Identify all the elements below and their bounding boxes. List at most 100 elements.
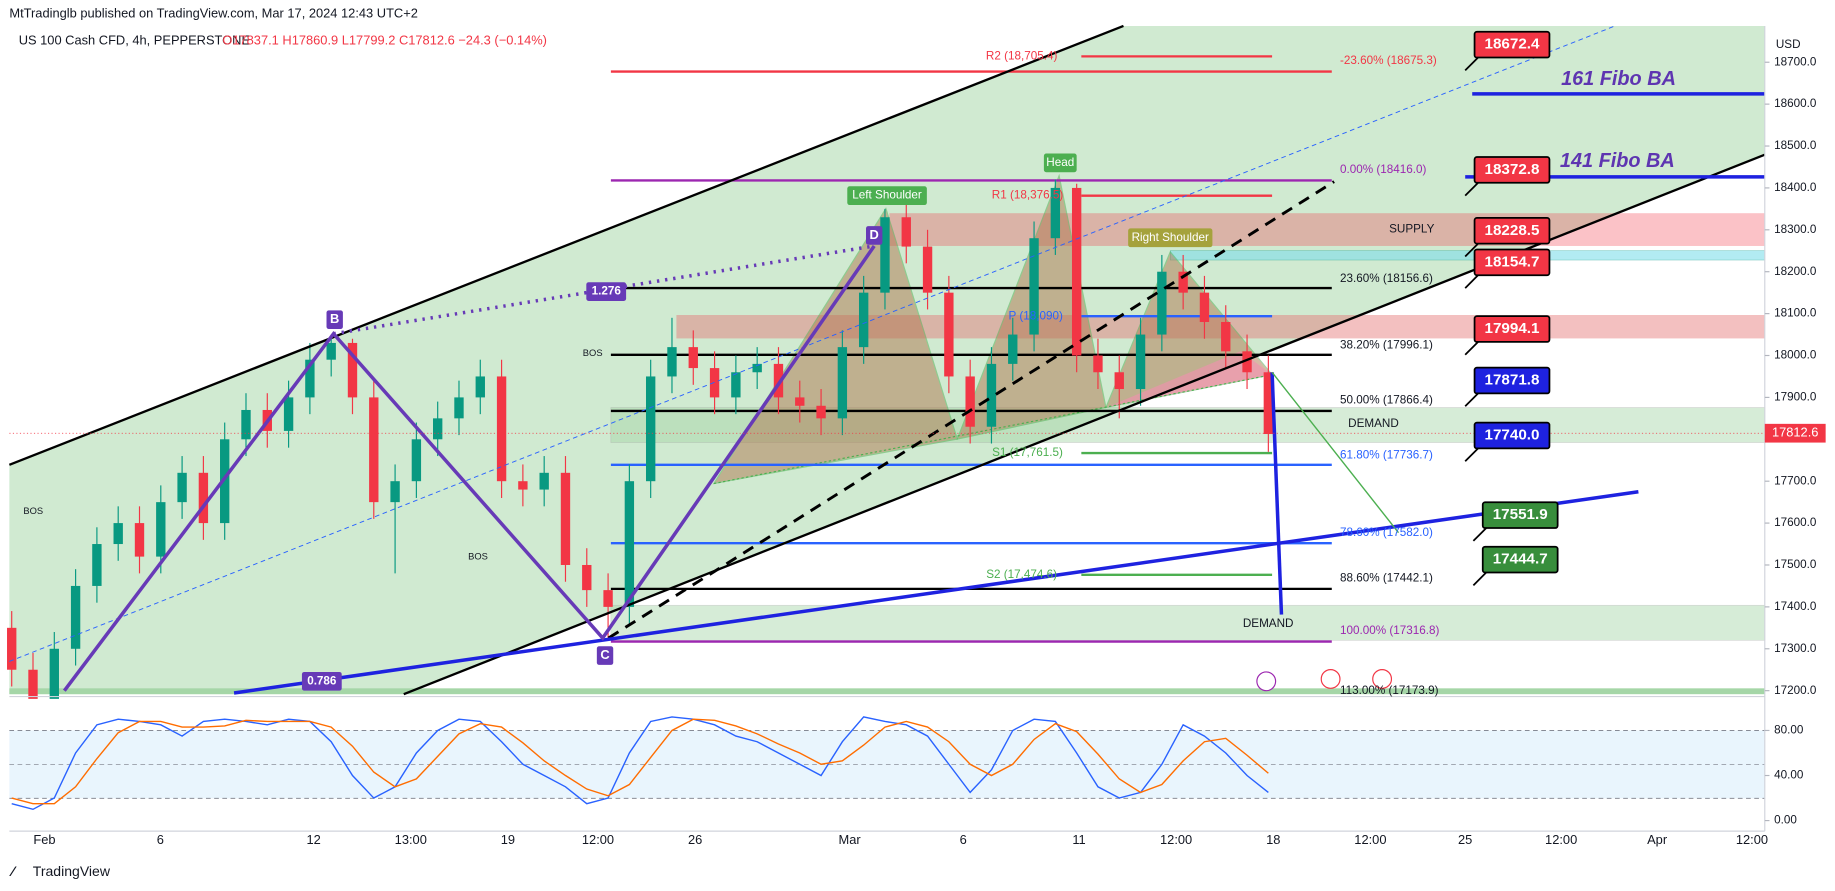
annotation: S2 (17,474.6) [986, 568, 1057, 581]
x-tick-label: 12:00 [582, 832, 614, 847]
candles [7, 179, 1274, 716]
demand-zone [610, 604, 1766, 641]
annotation: 88.60% (17442.1) [1340, 571, 1433, 584]
badge [1043, 153, 1077, 173]
y-tick-label: 17400.0 [1774, 600, 1817, 613]
annotation: BOS [23, 506, 43, 516]
badge-label: B [330, 311, 339, 326]
candle-body [475, 376, 485, 398]
y-tick-label: 17600.0 [1774, 516, 1817, 529]
price-tag-label: 18228.5 [1485, 222, 1541, 239]
y-tick-label: 80.00 [1774, 724, 1804, 737]
zone [9, 688, 1765, 695]
annotation: DEMAND [1243, 617, 1294, 630]
oscillator-line [11, 716, 1269, 811]
price-tag-label: 17994.1 [1485, 320, 1541, 337]
candle-body [390, 481, 400, 503]
tag-pointer [1464, 241, 1480, 258]
price-tag-label: 17551.9 [1493, 506, 1548, 523]
annotation: BOS [583, 348, 603, 358]
x-tick-label: 6 [960, 832, 967, 847]
badge-label: D [870, 227, 879, 242]
candle-body [1050, 187, 1061, 239]
x-tick-label: 12 [306, 832, 320, 847]
annotation: S1 (17,761.5) [992, 446, 1063, 459]
x-tick-label: Apr [1647, 832, 1668, 847]
candle-body [645, 376, 656, 482]
y-tick-label: 18600.0 [1774, 97, 1817, 110]
symbol: US 100 Cash CFD, 4h, PEPPERSTONE [19, 33, 251, 48]
candle-body [411, 439, 422, 482]
ohlc: O17837.1 H17860.9 L17799.2 C17812.6 −24.… [222, 33, 547, 48]
candle-body [1199, 292, 1210, 322]
annotation: 100.00% (17316.8) [1340, 624, 1440, 637]
y-tick-label: 18400.0 [1774, 181, 1817, 194]
y-tick-label: 0.00 [1774, 814, 1797, 827]
candle-body [347, 342, 358, 398]
x-tick-label: Mar [839, 832, 862, 847]
badge [1128, 228, 1213, 248]
annotation: R2 (18,705.4) [986, 49, 1058, 62]
candle-body [156, 502, 166, 557]
y-tick-label: 17700.0 [1774, 474, 1817, 487]
oscillator-line [11, 718, 1269, 805]
trend-line [233, 489, 1639, 695]
projection [1271, 371, 1400, 534]
price-tag-label: 18372.8 [1485, 161, 1540, 178]
candle-body [603, 590, 613, 607]
harmonic [62, 244, 876, 692]
harmonic [333, 244, 875, 336]
y-tick-label: 17300.0 [1774, 642, 1817, 655]
y-tick-label: 17900.0 [1774, 390, 1817, 403]
levels [610, 55, 1332, 643]
candle-body [944, 292, 954, 377]
candle-body [369, 397, 379, 503]
candle-body [1178, 271, 1188, 293]
candle-body [731, 372, 741, 398]
tag-pointer [1472, 526, 1489, 542]
candle-body [1242, 351, 1252, 373]
candle-body [773, 363, 784, 398]
candle-body [816, 405, 826, 419]
candle-body [901, 217, 911, 247]
footer: TradingView [33, 863, 111, 879]
price-tag-label: 17444.7 [1493, 551, 1548, 568]
x-tick-label: 12:00 [1736, 832, 1768, 847]
price-tag [1473, 248, 1551, 277]
annotation: 0.00% (18416.0) [1340, 163, 1427, 176]
x-tick-label: 19 [501, 832, 515, 847]
x-tick-label: 12:00 [1160, 832, 1192, 847]
candle-body [433, 418, 443, 440]
candle-body [28, 669, 38, 700]
x-tick-label: 18 [1266, 832, 1280, 847]
price-tag-label: 18154.7 [1485, 253, 1540, 270]
annotation: 23.60% (18156.6) [1340, 272, 1433, 285]
y-tick-label: 18000.0 [1774, 349, 1817, 362]
candle-body [113, 523, 123, 545]
candle-body [837, 347, 848, 419]
badge-label: Left Shoulder [852, 189, 922, 202]
candle-body [1093, 355, 1103, 373]
oscillator [11, 716, 1269, 811]
candle-body [986, 363, 997, 427]
candle-body [582, 564, 592, 591]
candle-body [177, 472, 187, 503]
currency[interactable]: USD [1776, 38, 1801, 51]
y-tick-label: 17200.0 [1774, 684, 1817, 697]
candle-body [1263, 372, 1274, 435]
tag-pointer [1472, 570, 1489, 586]
badge-label: Head [1046, 156, 1074, 169]
x-tick-label: 25 [1458, 832, 1472, 847]
candle-body [7, 627, 17, 670]
annotation: -23.60% (18675.3) [1340, 54, 1437, 67]
candle-body [752, 363, 762, 373]
projection [1270, 372, 1284, 615]
candle-body [922, 246, 933, 293]
candle-body [92, 544, 102, 586]
x-tick-label: 11 [1072, 832, 1085, 847]
annotation: BOS [468, 552, 488, 562]
candle-body [1157, 271, 1167, 335]
annotation: 113.00% (17173.9) [1340, 684, 1439, 697]
